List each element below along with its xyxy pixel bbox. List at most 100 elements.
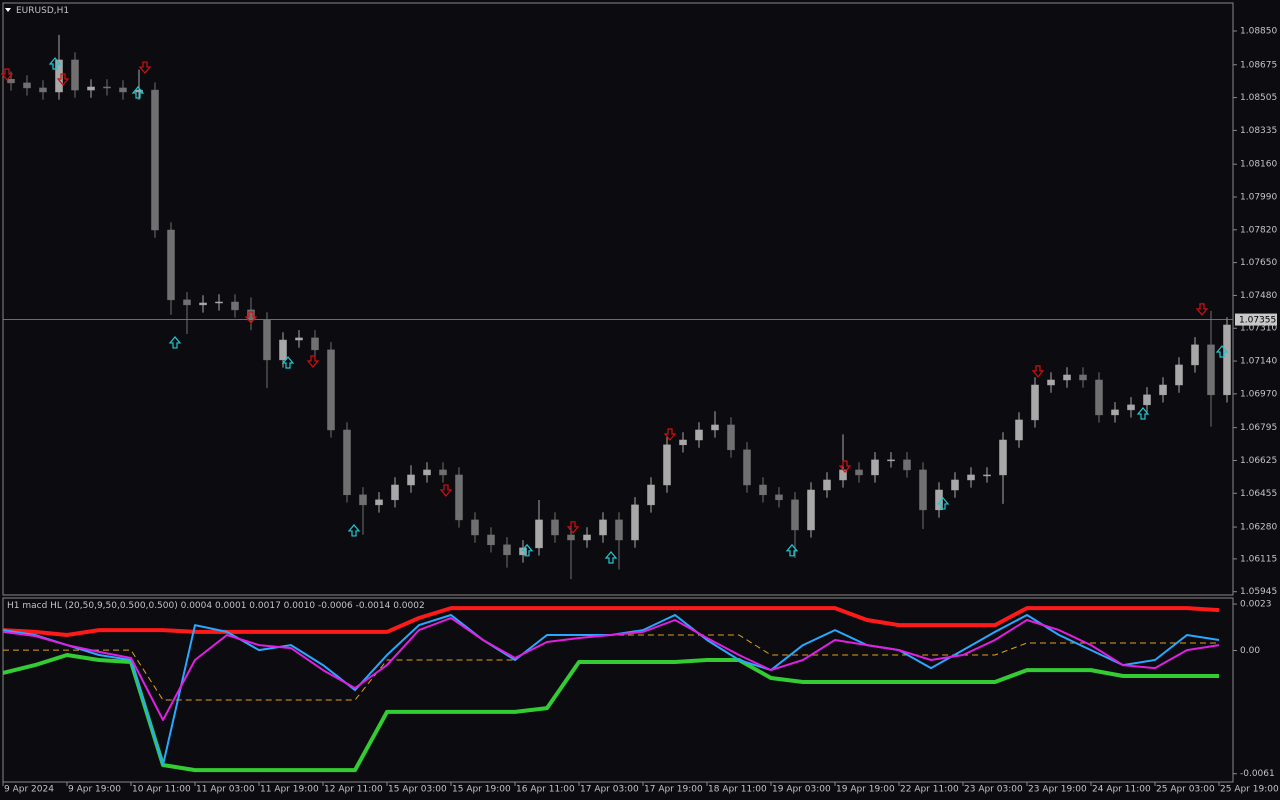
down-signal-arrow xyxy=(1031,365,1045,378)
up-signal-arrow xyxy=(168,336,182,349)
x-tick-label: 19 Apr 19:00 xyxy=(836,785,895,795)
x-tick-label: 17 Apr 19:00 xyxy=(644,785,703,795)
candle-body xyxy=(759,484,767,496)
candle-body xyxy=(951,479,959,491)
x-tick-label: 12 Apr 11:00 xyxy=(324,785,383,795)
candle-body xyxy=(551,519,559,536)
candle-body xyxy=(343,429,351,496)
down-signal-arrow xyxy=(566,521,580,534)
x-tick-label: 24 Apr 11:00 xyxy=(1092,785,1151,795)
candle-body xyxy=(231,301,239,311)
candle-body xyxy=(1063,374,1071,381)
y-tick-label: 1.06795 xyxy=(1240,423,1277,433)
candle-body xyxy=(215,301,223,304)
x-tick-label: 23 Apr 03:00 xyxy=(964,785,1023,795)
x-tick-label: 17 Apr 03:00 xyxy=(580,785,639,795)
y-tick-label: 1.06970 xyxy=(1240,389,1277,399)
candle-body xyxy=(1095,379,1103,416)
x-tick-label: 16 Apr 11:00 xyxy=(516,785,575,795)
candle-body xyxy=(135,89,143,93)
x-tick-label: 15 Apr 19:00 xyxy=(452,785,511,795)
up-signal-arrow xyxy=(347,524,361,537)
up-signal-arrow xyxy=(520,543,534,557)
down-signal-arrow xyxy=(1195,303,1209,316)
candle-body xyxy=(263,319,271,361)
candle-body xyxy=(151,89,159,231)
candle-body xyxy=(695,429,703,441)
candle-body xyxy=(1223,324,1231,396)
candle-body xyxy=(775,494,783,501)
candle-body xyxy=(1111,409,1119,416)
symbol-menu-triangle[interactable] xyxy=(5,8,11,12)
down-signal-arrow xyxy=(56,73,70,86)
x-tick-label: 25 Apr 19:00 xyxy=(1220,785,1279,795)
y-tick-label: 0.00 xyxy=(1240,646,1260,656)
candle-body xyxy=(375,499,383,506)
candle-body xyxy=(631,504,639,541)
y-tick-label: 0.0023 xyxy=(1240,600,1272,610)
y-tick-label: 1.07820 xyxy=(1240,225,1277,235)
candle-body xyxy=(935,489,943,511)
y-tick-label: -0.0061 xyxy=(1240,769,1275,779)
down-signal-arrow xyxy=(306,355,320,368)
x-tick-label: 9 Apr 2024 xyxy=(4,785,54,795)
candle-body xyxy=(1191,344,1199,366)
candle-body xyxy=(455,474,463,521)
price-pane-frame xyxy=(2,2,1234,596)
down-signal-arrow xyxy=(138,61,152,74)
down-signal-arrow xyxy=(439,484,453,497)
up-signal-arrow xyxy=(936,496,950,510)
indicator-pane-frame xyxy=(2,597,1234,783)
candle-body xyxy=(535,519,543,549)
candle-body xyxy=(1159,384,1167,396)
y-tick-label: 1.08675 xyxy=(1240,60,1277,70)
y-tick-label: 1.08850 xyxy=(1240,26,1277,36)
down-signal-arrow xyxy=(838,460,852,473)
candle-body xyxy=(807,489,815,531)
indicator-line xyxy=(2,606,1220,637)
candle-body xyxy=(1207,344,1215,396)
candle-body xyxy=(647,484,655,506)
candle-body xyxy=(39,87,47,93)
candle-body xyxy=(1047,379,1055,386)
candle-body xyxy=(439,469,447,476)
candle-body xyxy=(791,499,799,531)
candle-body xyxy=(615,519,623,541)
indicator-line xyxy=(2,653,1219,773)
x-tick-label: 18 Apr 11:00 xyxy=(708,785,767,795)
candle-body xyxy=(295,337,303,341)
candle-body xyxy=(711,424,719,431)
candle-body xyxy=(1079,374,1087,381)
candle-body xyxy=(199,302,207,306)
candle-body xyxy=(871,459,879,476)
x-tick-label: 19 Apr 03:00 xyxy=(772,785,831,795)
x-tick-label: 10 Apr 11:00 xyxy=(132,785,191,795)
indicator-line xyxy=(2,617,1220,721)
up-signal-arrow xyxy=(281,356,295,369)
x-tick-label: 11 Apr 03:00 xyxy=(196,785,255,795)
x-tick-label: 25 Apr 03:00 xyxy=(1156,785,1215,795)
y-tick-label: 1.08160 xyxy=(1240,160,1277,170)
up-signal-arrow xyxy=(1136,407,1150,420)
up-signal-arrow xyxy=(785,543,799,557)
candle-body xyxy=(743,449,751,486)
candle-body xyxy=(71,59,79,91)
candle-body xyxy=(183,299,191,306)
candle-body xyxy=(855,469,863,476)
candle-body xyxy=(1175,364,1183,386)
candle-body xyxy=(407,474,415,486)
candle-body xyxy=(279,339,287,361)
candle-body xyxy=(887,459,895,462)
candle-body xyxy=(663,444,671,486)
up-signal-arrow xyxy=(604,551,618,564)
up-signal-arrow xyxy=(48,57,62,70)
y-tick-label: 1.06115 xyxy=(1240,554,1277,564)
y-tick-label: 1.07310 xyxy=(1240,324,1277,334)
indicator-title: H1 macd HL (20,50,9,50,0.500,0.500) 0.00… xyxy=(7,601,425,611)
plot-layer: 1.08850 1.08675 1.08505 1.08335 1.08160 1.079… xyxy=(0,26,1279,795)
up-signal-arrow xyxy=(131,86,145,99)
candle-body xyxy=(487,534,495,546)
